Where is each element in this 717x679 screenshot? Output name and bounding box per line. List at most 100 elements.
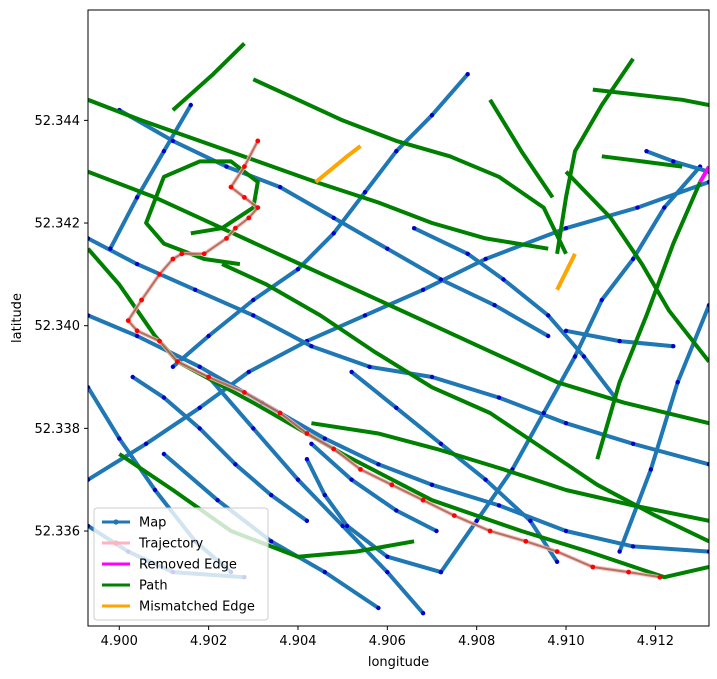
trajectory-point (206, 374, 212, 380)
trajectory-point (157, 272, 162, 277)
map-node (309, 441, 314, 446)
map-node (117, 436, 122, 441)
trajectory-point (201, 251, 207, 257)
map-node (376, 605, 381, 611)
y-tick-label: 52.336 (35, 525, 81, 540)
map-node (322, 492, 327, 498)
map-node (483, 256, 488, 262)
y-tick-label: 52.340 (35, 319, 81, 334)
trajectory-point (358, 467, 363, 472)
map-node (385, 246, 390, 251)
map-node (630, 256, 636, 262)
map-node (88, 313, 91, 318)
y-tick-label: 52.344 (35, 114, 81, 129)
trajectory-point (125, 318, 131, 323)
map-node (277, 184, 283, 190)
map-node (367, 364, 372, 369)
map-node (134, 195, 140, 200)
map-node (349, 369, 354, 375)
map-node (295, 477, 301, 482)
legend-entry-removed-edge: Removed Edge (102, 558, 237, 573)
trajectory-point (523, 538, 529, 544)
map-node (246, 369, 251, 375)
path-edge-13 (595, 181, 702, 460)
map-node (465, 72, 470, 77)
y-axis: 52.336 52.338 52.340 52.342 52.344 (35, 114, 88, 540)
map-node (340, 523, 345, 529)
map-edge-15 (486, 634, 709, 655)
map-node (617, 549, 622, 554)
map-node (108, 246, 113, 251)
trajectory-point (389, 482, 395, 488)
map-node (134, 333, 140, 339)
map-edge-11 (310, 442, 438, 533)
map-node (438, 277, 444, 282)
x-axis-label: longitude (368, 655, 429, 670)
map-node (344, 523, 350, 529)
map-node (483, 477, 488, 482)
path-edge-5 (221, 262, 709, 544)
path-edge-6 (252, 77, 568, 255)
trajectory-point (134, 328, 140, 334)
map-node (706, 462, 709, 467)
map-node (394, 508, 399, 513)
map-node (215, 498, 220, 503)
map-node (331, 215, 336, 221)
map-node (501, 277, 506, 282)
path-edge-3 (171, 41, 246, 112)
map-node (88, 236, 91, 241)
trajectory-point (590, 564, 596, 570)
legend-label: Mismatched Edge (139, 600, 255, 615)
trajectory-point (304, 431, 310, 436)
map-edge-13 (413, 226, 617, 399)
map-node (88, 477, 91, 482)
map-node (193, 287, 198, 292)
map-node (206, 333, 211, 339)
map-node (197, 364, 202, 369)
trajectory-point (554, 549, 560, 554)
x-axis: 4.900 4.902 4.904 4.906 4.908 4.910 4.912 (101, 626, 674, 649)
trajectory-point (420, 497, 426, 503)
legend-entry-path: Path (102, 579, 168, 594)
map-node (188, 102, 193, 108)
legend-entry-map: Map (102, 516, 166, 531)
trajectory-point (179, 251, 185, 257)
map-node (88, 523, 91, 529)
map-node (362, 313, 368, 318)
map-node (130, 374, 135, 380)
map-node (376, 462, 381, 467)
plot-area (88, 41, 709, 655)
map-node (563, 421, 569, 426)
map-node (420, 287, 426, 292)
map-node (170, 138, 176, 144)
map-node (617, 338, 622, 344)
map-node (322, 569, 327, 575)
map-node (269, 492, 274, 498)
path-edge-7 (555, 57, 635, 255)
x-tick-label: 4.906 (369, 634, 406, 649)
map-node (429, 374, 435, 380)
map-node (331, 231, 336, 236)
x-tick-label: 4.910 (547, 634, 584, 649)
x-tick-label: 4.908 (458, 634, 495, 649)
trajectory-point (224, 236, 229, 241)
map-node (349, 477, 354, 482)
map-node (644, 149, 649, 154)
path-edge-14 (564, 170, 709, 363)
map-node (322, 436, 327, 441)
map-node (385, 569, 390, 575)
trajectory-point (233, 225, 238, 231)
trajectory-path-overlap (126, 140, 661, 579)
series-map (88, 72, 709, 655)
map-node (635, 205, 640, 210)
trajectory-point (242, 164, 247, 170)
map-node (88, 385, 91, 390)
series-removed-edge (698, 165, 709, 184)
legend-label: Path (139, 579, 168, 594)
map-node (161, 451, 167, 457)
path-edge-12 (311, 421, 709, 523)
trajectory-point (626, 569, 631, 575)
trajectory-point (451, 513, 457, 518)
map-node (304, 457, 310, 462)
map-node (671, 344, 676, 349)
